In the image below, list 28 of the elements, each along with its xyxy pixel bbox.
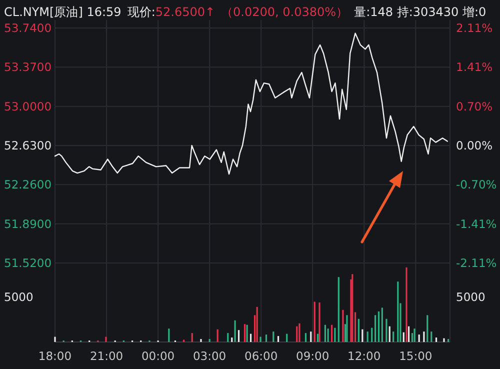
y2-tick-label: 0.00% xyxy=(456,138,493,152)
text: 5000 xyxy=(4,290,34,304)
text: 5000 xyxy=(456,290,486,304)
y-tick-label: 53.3700 xyxy=(4,60,52,74)
x-tick-label: 00:00 xyxy=(141,349,175,363)
x-tick-label: 03:00 xyxy=(192,349,226,363)
y2-tick-label: -2.11% xyxy=(456,256,497,270)
text: 现价:52.6500↑ xyxy=(127,5,216,19)
y2-tick-label: 1.41% xyxy=(456,60,493,74)
y-tick-label: 51.5200 xyxy=(4,256,52,270)
x-tick-label: 18:00 xyxy=(38,349,72,363)
y2-tick-label: 2.11% xyxy=(456,21,493,35)
x-tick-label: 06:00 xyxy=(244,349,278,363)
x-tick-label: 09:00 xyxy=(296,349,330,363)
y-tick-label: 51.8900 xyxy=(4,216,52,231)
y2-tick-label: -1.41% xyxy=(456,217,497,232)
y-tick-label: 52.6300 xyxy=(4,138,52,152)
y-tick-label: 53.0000 xyxy=(4,99,52,114)
text: （0.0200, 0.0380%） xyxy=(221,5,348,19)
y2-tick-label: 0.70% xyxy=(456,100,493,114)
chart-title: CL.NYM[原油] 16:59 xyxy=(4,5,122,19)
x-tick-label: 12:00 xyxy=(348,349,381,363)
y-tick-label: 52.2600 xyxy=(4,178,52,192)
x-tick-label: 21:00 xyxy=(90,349,124,363)
y-tick-label: 53.7400 xyxy=(4,21,52,35)
x-tick-label: 15:00 xyxy=(399,349,432,363)
y2-tick-label: -0.70% xyxy=(456,177,497,192)
text: 量:148 持:303430 增:0 xyxy=(354,5,486,19)
